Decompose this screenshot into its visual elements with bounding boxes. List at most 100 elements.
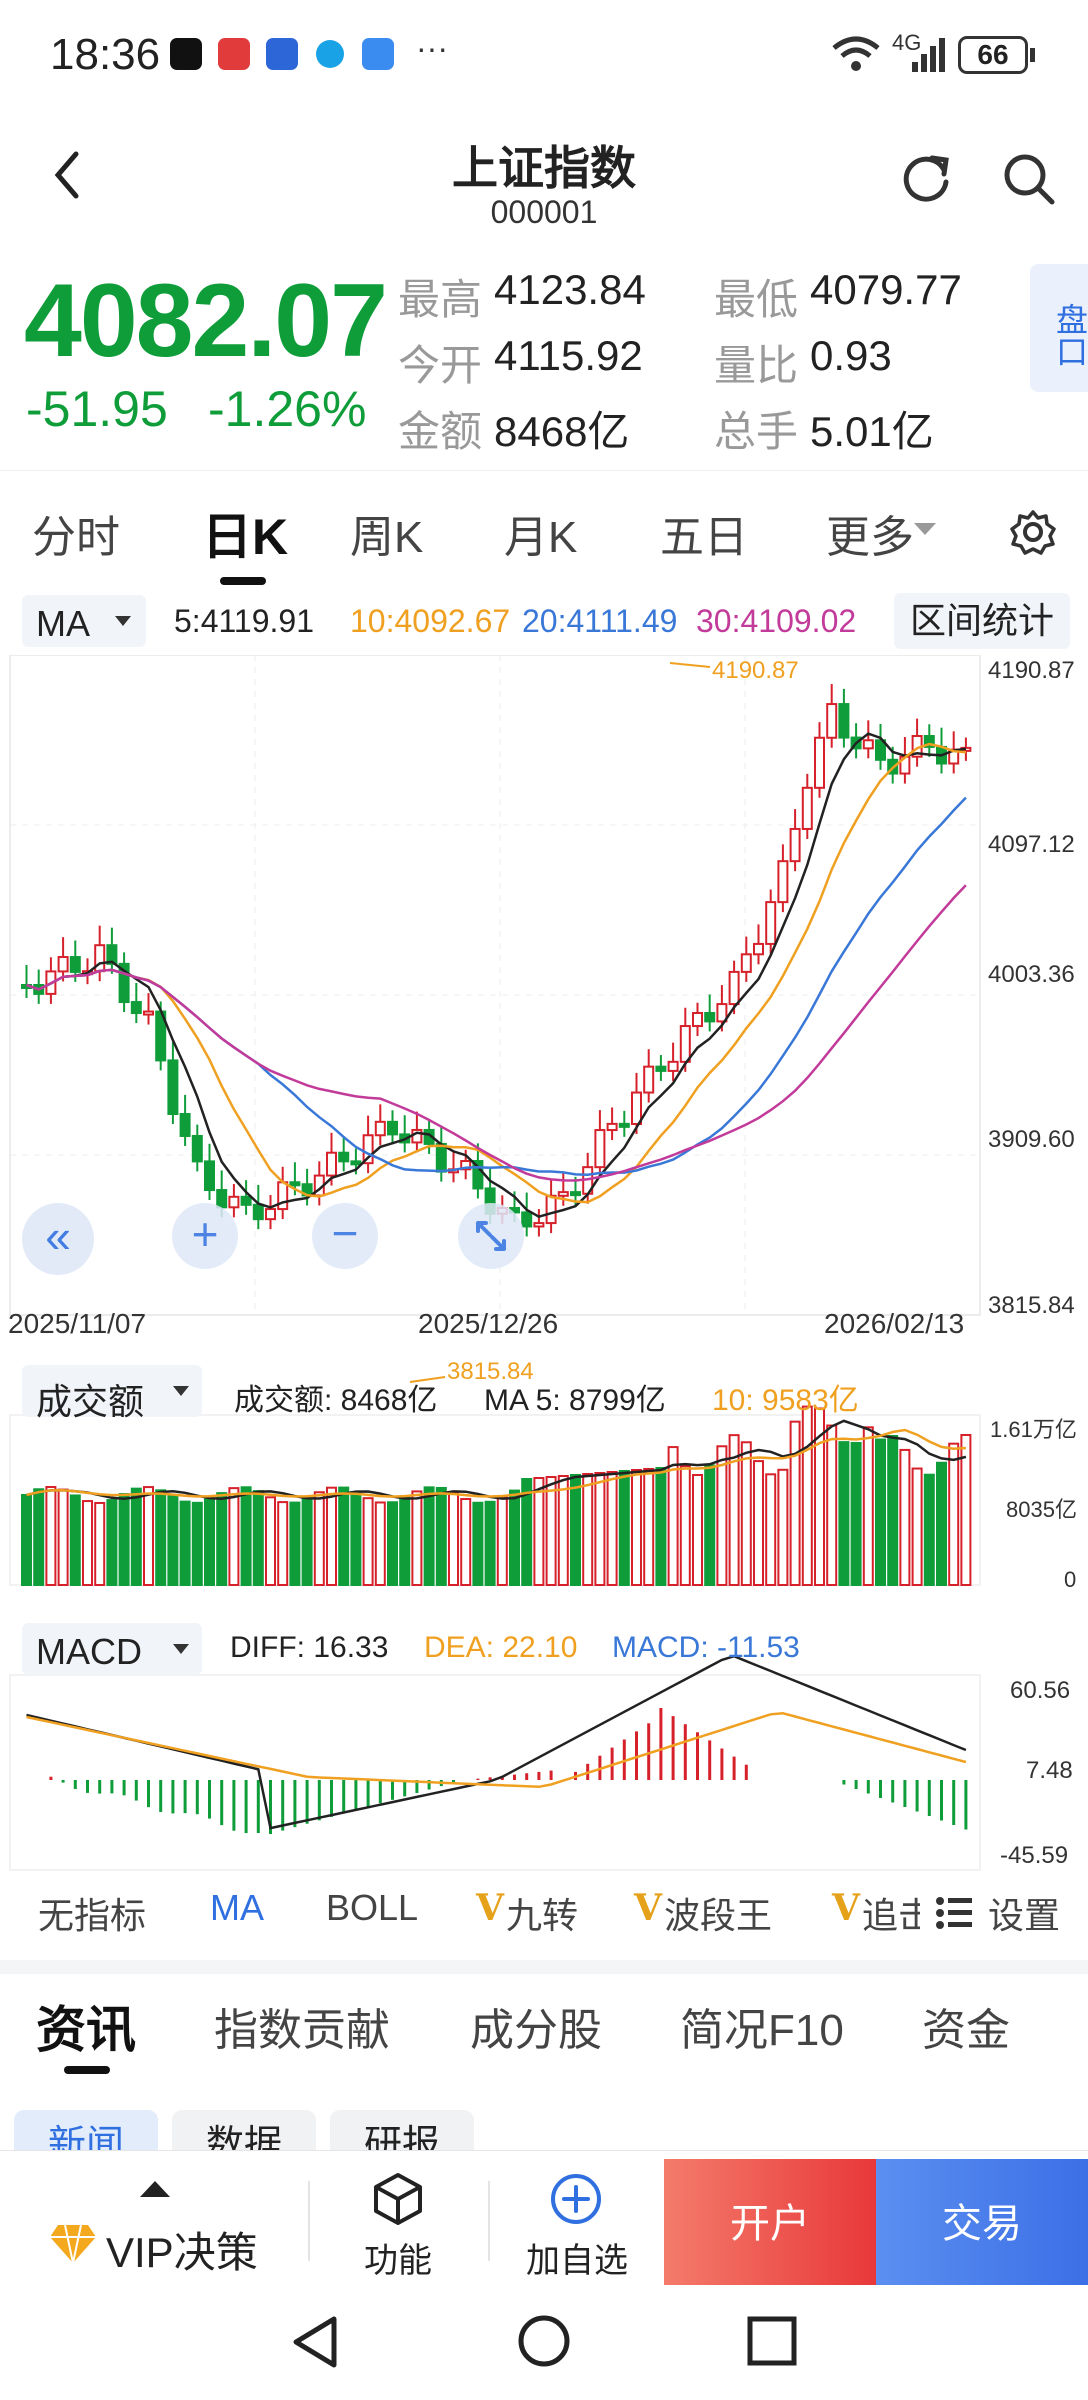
function-button[interactable]: 功能 [364,2242,432,2280]
candle [240,1195,252,1206]
nav-home-icon[interactable] [516,2313,572,2369]
zoom-out-button[interactable]: − [312,1203,378,1269]
volume-bar [423,1486,435,1586]
add-circle-icon [551,2174,601,2224]
volume-bar [179,1500,191,1587]
tab-five-day[interactable]: 五日 [660,513,748,562]
back-icon[interactable] [52,150,82,200]
open-account-button[interactable]: 开户 [664,2159,876,2289]
volume-bar [82,1500,93,1587]
volume-bar [265,1496,276,1586]
tab-funds[interactable]: 资金 [922,2006,1010,2055]
indicator-boll[interactable]: BOLL [326,1887,419,1928]
indicator-ma[interactable]: MA [210,1887,264,1928]
order-book-button[interactable]: 盘口 [1030,264,1088,392]
fullscreen-button[interactable] [458,1203,524,1269]
ma-line [26,884,967,1182]
volume-bar [509,1489,520,1586]
zoom-in-button[interactable]: + [172,1203,238,1269]
volume-bar [472,1501,484,1587]
chevron-down-icon [914,523,936,535]
vip-decision-button[interactable]: VIP决策 [106,2229,258,2276]
candle [765,901,777,945]
system-nav-bar [0,2285,1088,2400]
tab-constituents[interactable]: 成分股 [470,2006,602,2055]
ma-line [26,732,967,1219]
low-marker-label: 3815.84 [447,1358,534,1385]
volume-selector[interactable]: 成交额 [22,1365,202,1422]
candle [289,1181,301,1187]
trade-button[interactable]: 交易 [876,2159,1088,2289]
indicator-none[interactable]: 无指标 [38,1895,147,1936]
candle [277,1181,289,1211]
range-stats-button[interactable]: 区间统计 [894,593,1070,649]
tab-news-info[interactable]: 资讯 [36,2002,136,2058]
price-tick: 4097.12 [988,831,1075,858]
date-label: 2025/12/26 [418,1308,558,1339]
kline-frame [9,655,981,1316]
volume-ma-line [26,1419,967,1500]
tab-daily-k[interactable]: 日K [202,509,289,565]
signal-icon [912,38,945,72]
volume-bar [350,1490,362,1587]
tab-more[interactable]: 更多 [826,513,914,562]
gear-icon[interactable] [1010,509,1056,555]
candle [655,1065,667,1072]
volume-bar [338,1486,350,1586]
indicator-nine-turn[interactable]: 九转 [506,1895,579,1936]
candle [545,1194,557,1225]
candle [362,1134,374,1165]
candle [814,736,825,789]
settings-list-icon [936,1897,972,1929]
volume-bar [313,1491,325,1586]
candle [728,970,740,1006]
search-icon[interactable] [1002,152,1056,206]
volume-bar [496,1495,508,1587]
last-price: 4082.07 [24,263,388,379]
volume-bar [826,1424,838,1586]
volume-bar [106,1499,118,1586]
volume-bar [948,1442,960,1587]
candle [350,1160,362,1166]
volume-bar [191,1501,203,1587]
volume-bar [814,1407,825,1587]
volume-bar [728,1434,740,1586]
indicator-settings[interactable]: 设置 [988,1895,1061,1936]
tab-monthly-k[interactable]: 月K [504,513,578,562]
ma-selector[interactable]: MA [22,595,146,647]
chevron-down-icon [173,1386,189,1396]
indicator-wave-king[interactable]: 波段王 [664,1895,773,1936]
high-marker-label: 4190.87 [712,657,799,684]
indicator-chase[interactable]: 追击 [862,1895,920,1936]
add-watchlist-button[interactable]: 加自选 [526,2242,628,2280]
chevron-up-icon[interactable] [138,2179,172,2199]
volume-bar [911,1467,923,1587]
date-label: 2026/02/13 [824,1308,964,1339]
candle [923,735,935,748]
volume-bar [667,1446,679,1586]
volume-bar [387,1501,398,1586]
refresh-icon[interactable] [898,150,954,206]
period-tabs: 分时 日K 周K 月K 五日 更多 [0,470,1088,585]
nav-recents-icon[interactable] [746,2315,798,2367]
macd-selector-label: MACD [36,1631,142,1672]
macd-selector[interactable]: MACD [22,1623,202,1675]
ma-line [26,742,967,1204]
tab-intraday[interactable]: 分时 [32,513,120,562]
tab-index-contribution[interactable]: 指数贡献 [214,2006,390,2055]
tab-profile-f10[interactable]: 简况F10 [680,2006,844,2055]
volume-bar [411,1490,423,1587]
tab-weekly-k[interactable]: 周K [350,513,424,562]
ma-line [26,796,967,1176]
candle [106,944,118,965]
volume-ma10: 10: 9583亿 [712,1384,859,1417]
candle [69,956,81,973]
candle [570,1191,581,1197]
vip-v-icon: V [832,1887,860,1929]
scroll-left-button[interactable]: « [22,1203,94,1275]
candle [557,1191,569,1197]
candle [228,1195,240,1209]
weather-app-icon [362,38,394,70]
nav-back-icon[interactable] [290,2315,340,2369]
volume-bar [631,1469,642,1586]
